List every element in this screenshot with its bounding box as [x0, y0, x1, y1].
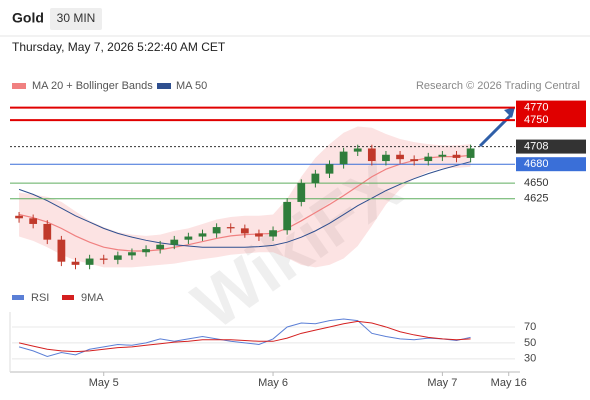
legend-label: 9MA [81, 292, 104, 304]
level-label-box [516, 157, 586, 172]
candle-body [382, 154, 390, 162]
y-tick-label: 70 [524, 321, 536, 333]
candle-body [71, 261, 80, 265]
timestamp: Thursday, May 7, 2026 5:22:40 AM CET [12, 40, 226, 54]
legend-swatch [157, 83, 171, 89]
candle-body [297, 183, 306, 202]
candle-body [170, 239, 179, 245]
candle-body [29, 218, 38, 224]
legend-label: MA 20 + Bollinger Bands [32, 80, 153, 92]
candle-body [255, 233, 263, 237]
candle-body [142, 249, 150, 253]
level-label: 4650 [524, 177, 548, 189]
legend-swatch [62, 295, 74, 300]
candle-body [283, 201, 292, 231]
credit: Research © 2026 Trading Central [416, 80, 580, 92]
candle-body [198, 233, 207, 237]
timeframe[interactable]: 30 MIN [57, 11, 96, 25]
candle-body [396, 154, 404, 160]
candle-body [240, 228, 249, 234]
x-tick-label: May 6 [258, 377, 288, 389]
legend-swatch [12, 83, 26, 89]
candle-body [156, 244, 165, 250]
level-label: 4680 [524, 158, 548, 170]
ma50-line [18, 161, 471, 248]
candle-body [424, 156, 433, 162]
candle-body [339, 151, 348, 165]
level-label-box [516, 139, 586, 154]
candle-body [367, 148, 376, 162]
x-tick-label: May 5 [89, 377, 119, 389]
candle-body [15, 215, 23, 219]
candle-body [85, 258, 94, 265]
candle-body [269, 230, 277, 237]
candle-body [466, 148, 475, 158]
level-label: 4625 [524, 193, 548, 205]
y-tick-label: 30 [524, 353, 536, 365]
candle-body [113, 255, 122, 260]
timeframe-box[interactable] [50, 8, 102, 30]
forecast-arrowhead [504, 107, 515, 118]
y-tick-label: 50 [524, 337, 536, 349]
candle-body [452, 154, 461, 158]
candle-body [57, 239, 66, 262]
legend-swatch [12, 295, 24, 300]
level-label-box [516, 100, 586, 115]
level-label: 4708 [524, 140, 548, 152]
candle-body [212, 227, 221, 234]
legend-label: MA 50 [176, 80, 207, 92]
candle-body [226, 227, 235, 229]
candle-body [325, 164, 334, 174]
level-label-box [516, 113, 586, 128]
symbol: Gold [12, 10, 44, 26]
level-label: 4770 [524, 101, 548, 113]
x-tick-label: May 7 [427, 377, 457, 389]
candle-body [438, 154, 447, 157]
candle-body [353, 148, 362, 152]
rsi-line [18, 318, 471, 357]
candle-body [410, 159, 419, 162]
legend-label: RSI [31, 292, 49, 304]
candle-body [99, 258, 108, 260]
candle-body [184, 236, 193, 240]
candle-body [43, 223, 52, 240]
rsi-line [18, 320, 471, 353]
candle-body [311, 173, 320, 184]
level-label: 4750 [524, 114, 548, 126]
candle-body [128, 252, 136, 256]
bollinger-band [19, 126, 471, 268]
x-tick-label: May 16 [491, 377, 527, 389]
